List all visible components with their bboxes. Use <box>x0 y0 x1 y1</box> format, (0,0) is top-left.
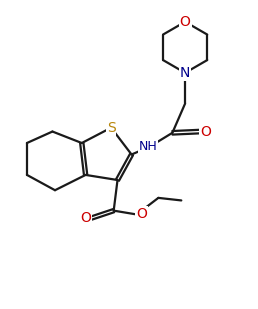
Text: N: N <box>180 66 190 80</box>
Text: O: O <box>136 207 147 222</box>
Text: S: S <box>107 121 116 135</box>
Text: O: O <box>80 211 91 225</box>
Text: NH: NH <box>139 140 158 153</box>
Text: O: O <box>200 125 211 138</box>
Text: O: O <box>180 15 191 29</box>
